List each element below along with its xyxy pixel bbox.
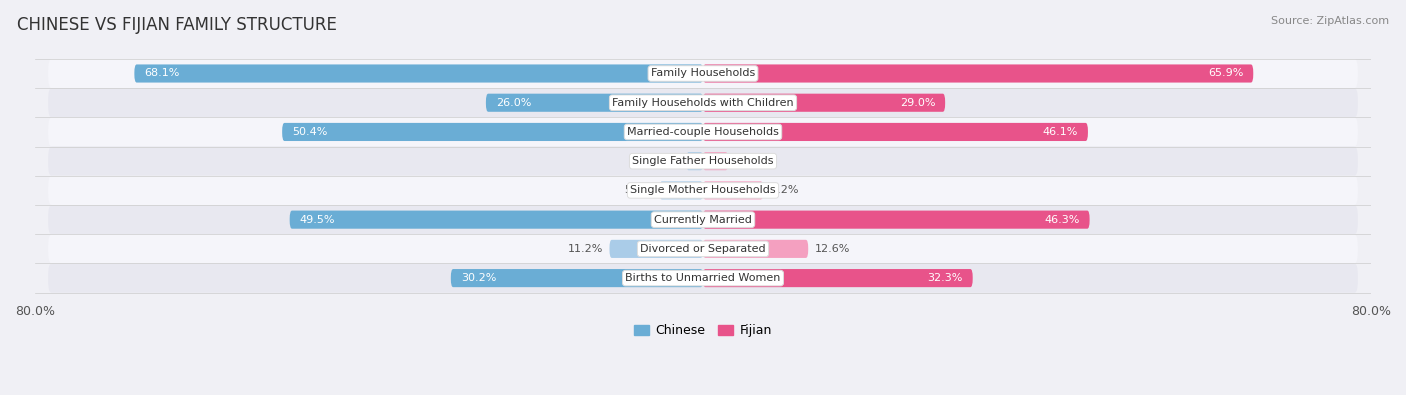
Text: CHINESE VS FIJIAN FAMILY STRUCTURE: CHINESE VS FIJIAN FAMILY STRUCTURE xyxy=(17,16,337,34)
FancyBboxPatch shape xyxy=(283,123,703,141)
Text: 49.5%: 49.5% xyxy=(299,214,335,225)
Text: Births to Unmarried Women: Births to Unmarried Women xyxy=(626,273,780,283)
FancyBboxPatch shape xyxy=(451,269,703,287)
Text: 11.2%: 11.2% xyxy=(568,244,603,254)
FancyBboxPatch shape xyxy=(48,176,1358,205)
Text: 30.2%: 30.2% xyxy=(461,273,496,283)
FancyBboxPatch shape xyxy=(686,152,703,170)
Text: Divorced or Separated: Divorced or Separated xyxy=(640,244,766,254)
FancyBboxPatch shape xyxy=(609,240,703,258)
FancyBboxPatch shape xyxy=(703,64,1253,83)
FancyBboxPatch shape xyxy=(48,234,1358,263)
Text: 5.2%: 5.2% xyxy=(624,185,652,196)
FancyBboxPatch shape xyxy=(48,117,1358,147)
Text: Single Father Households: Single Father Households xyxy=(633,156,773,166)
Text: 26.0%: 26.0% xyxy=(496,98,531,108)
Text: 3.0%: 3.0% xyxy=(735,156,763,166)
FancyBboxPatch shape xyxy=(703,269,973,287)
FancyBboxPatch shape xyxy=(703,211,1090,229)
FancyBboxPatch shape xyxy=(48,205,1358,234)
Text: 2.0%: 2.0% xyxy=(651,156,679,166)
Text: 65.9%: 65.9% xyxy=(1208,68,1243,79)
Text: 29.0%: 29.0% xyxy=(900,98,935,108)
Text: Family Households: Family Households xyxy=(651,68,755,79)
FancyBboxPatch shape xyxy=(290,211,703,229)
FancyBboxPatch shape xyxy=(703,94,945,112)
FancyBboxPatch shape xyxy=(48,88,1358,117)
Text: 32.3%: 32.3% xyxy=(928,273,963,283)
Text: Married-couple Households: Married-couple Households xyxy=(627,127,779,137)
FancyBboxPatch shape xyxy=(659,181,703,199)
FancyBboxPatch shape xyxy=(703,123,1088,141)
FancyBboxPatch shape xyxy=(48,263,1358,293)
Text: 46.1%: 46.1% xyxy=(1042,127,1078,137)
Text: Currently Married: Currently Married xyxy=(654,214,752,225)
FancyBboxPatch shape xyxy=(703,152,728,170)
Text: Family Households with Children: Family Households with Children xyxy=(612,98,794,108)
Text: 68.1%: 68.1% xyxy=(145,68,180,79)
FancyBboxPatch shape xyxy=(135,64,703,83)
FancyBboxPatch shape xyxy=(48,59,1358,88)
FancyBboxPatch shape xyxy=(48,147,1358,176)
Text: Single Mother Households: Single Mother Households xyxy=(630,185,776,196)
Text: 46.3%: 46.3% xyxy=(1045,214,1080,225)
Text: 12.6%: 12.6% xyxy=(815,244,851,254)
Text: Source: ZipAtlas.com: Source: ZipAtlas.com xyxy=(1271,16,1389,26)
FancyBboxPatch shape xyxy=(703,181,763,199)
FancyBboxPatch shape xyxy=(486,94,703,112)
Text: 7.2%: 7.2% xyxy=(770,185,799,196)
Legend: Chinese, Fijian: Chinese, Fijian xyxy=(630,320,776,342)
Text: 50.4%: 50.4% xyxy=(292,127,328,137)
FancyBboxPatch shape xyxy=(703,240,808,258)
